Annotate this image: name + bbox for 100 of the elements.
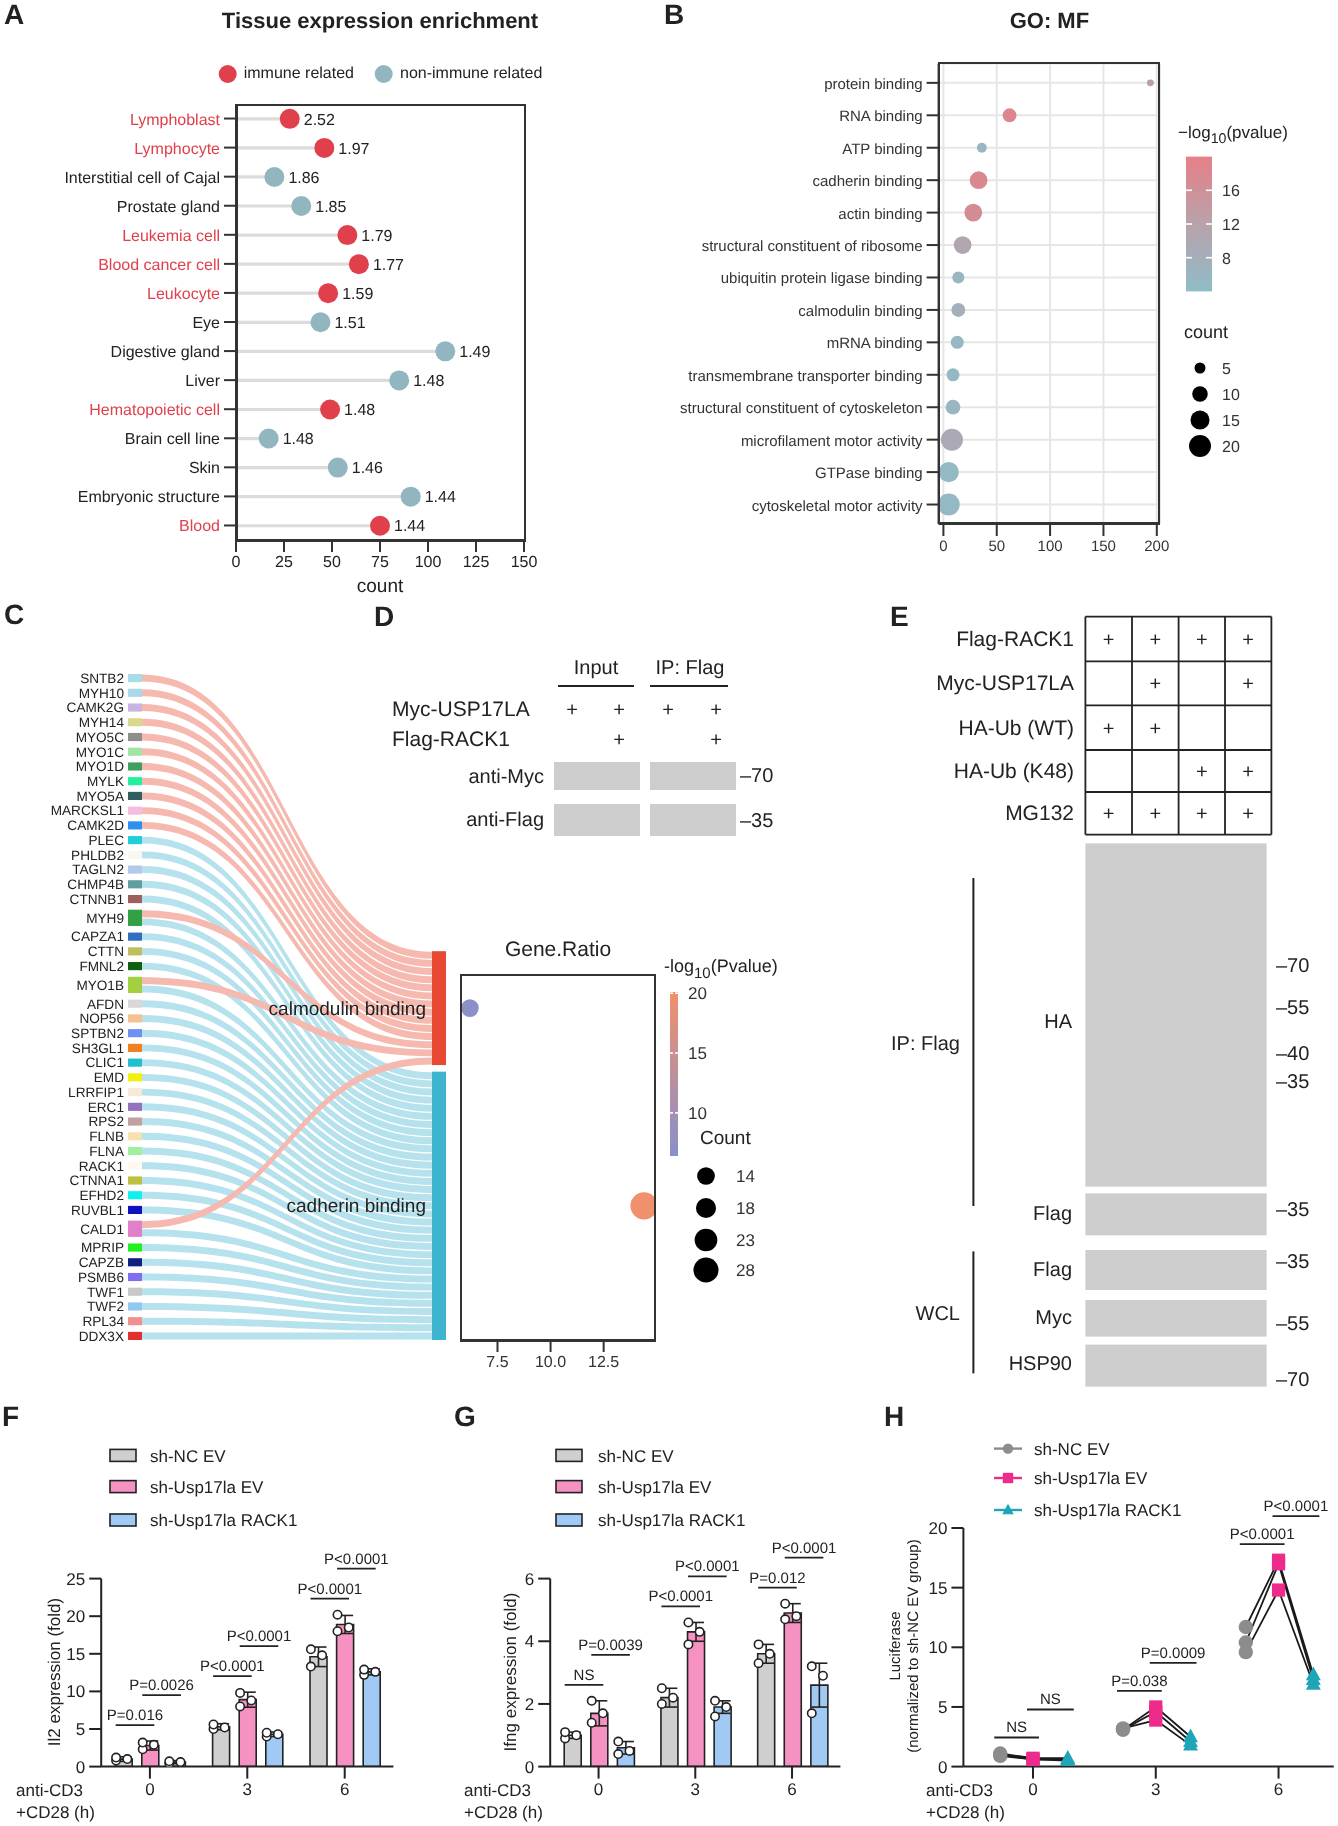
y-tick-label: 15	[928, 1577, 948, 1598]
legend-label: sh-Usp17la EV	[598, 1477, 713, 1497]
text: D	[374, 600, 395, 632]
y-tick-label: Eye	[192, 314, 222, 332]
text: +	[1149, 804, 1162, 827]
text: +	[1102, 804, 1115, 827]
y-tick-label: Prostate gland	[116, 197, 220, 216]
y-tick-label: 5	[75, 1719, 86, 1740]
text: Myc	[1035, 1308, 1072, 1330]
annotation: 1.85	[315, 197, 348, 216]
text: G	[454, 1400, 476, 1432]
text: +	[1242, 674, 1255, 697]
x-tick-label: 12.5	[588, 1353, 621, 1372]
text: anti-Myc	[468, 767, 544, 789]
text: HSP90	[1008, 1354, 1073, 1376]
y-tick-label: 10	[66, 1681, 86, 1702]
legend-label: sh-Usp17la RACK1	[150, 1510, 298, 1531]
text: WCL	[915, 1304, 961, 1326]
legend-label: 18	[736, 1198, 756, 1218]
legend-label: sh-NC EV	[1034, 1439, 1111, 1459]
legend-label: sh-NC EV	[150, 1445, 227, 1466]
text: +	[1242, 804, 1255, 827]
text: –55	[1276, 1314, 1311, 1336]
text: +	[1102, 630, 1115, 652]
x-tick-label: 150	[510, 553, 539, 572]
y-tick-label: Skin	[188, 459, 220, 478]
category-label: Flag-RACK1	[392, 728, 510, 752]
text: –40	[1276, 1044, 1311, 1066]
x-tick-label: 100	[414, 553, 443, 572]
legend-label: 10	[1222, 386, 1241, 404]
x-tick-label: 6	[339, 1778, 350, 1799]
x-tick-label: 3	[1151, 1778, 1162, 1799]
text: +	[1149, 674, 1162, 697]
text: H	[884, 1400, 905, 1432]
legend-label: sh-NC EV	[598, 1445, 675, 1466]
text: +	[710, 730, 722, 752]
color-bar-label: 16	[1222, 182, 1241, 201]
y-tick-label: Liver	[185, 372, 221, 391]
y-tick-label: 6	[524, 1568, 535, 1589]
text: +	[1102, 718, 1115, 741]
annotation: 1.44	[424, 488, 457, 507]
text: A	[4, 0, 25, 30]
text: C	[4, 598, 25, 630]
y-tick-label: 25	[66, 1568, 86, 1589]
text: calmodulin binding	[268, 998, 426, 1021]
text: +	[710, 700, 722, 722]
chart-title: GO: MF	[1009, 10, 1090, 36]
x-tick-label: 25	[275, 553, 294, 572]
legend-label: 20	[1222, 438, 1241, 456]
x-tick-label: 7.5	[486, 1353, 510, 1372]
y-tick-label: Interstitial cell of Cajal	[64, 168, 221, 187]
category-label: Myc-USP17LA	[392, 698, 530, 722]
y-axis-title: Ifng expression (fold)	[500, 1592, 520, 1752]
annotation: 1.48	[344, 401, 377, 420]
text: +	[1195, 630, 1208, 652]
text: B	[664, 0, 685, 30]
y-tick-label: Leukocyte	[147, 284, 222, 303]
annotation: 1.77	[372, 255, 406, 274]
legend-label: sh-Usp17la RACK1	[598, 1510, 746, 1531]
annotation: 1.44	[394, 517, 427, 536]
legend-label: sh-Usp17la EV	[1034, 1468, 1149, 1489]
y-tick-label: 2	[524, 1693, 535, 1714]
text: Flag	[1033, 1260, 1072, 1282]
text: +	[1149, 718, 1162, 741]
legend-label: 28	[736, 1260, 756, 1280]
annotation: 1.97	[338, 139, 371, 158]
color-bar-title: −log$_{10}$(pvalue)	[1178, 120, 1288, 152]
annotation: 1.79	[361, 226, 394, 245]
annotation: 1.49	[459, 343, 492, 362]
category-label: HA-Ub (WT)	[958, 716, 1074, 741]
text: +	[662, 700, 674, 722]
annotation: 1.46	[351, 459, 384, 478]
legend-label: 5	[1222, 360, 1232, 378]
x-axis-title: anti-CD3 +CD28 (h)	[464, 1780, 544, 1822]
text: Input	[573, 658, 619, 680]
y-tick-label: Blood cancer cell	[98, 255, 221, 274]
text: HA	[1044, 1012, 1073, 1034]
annotation: 2.52	[303, 110, 336, 129]
text: –70	[1276, 956, 1311, 978]
text: cadherin binding	[286, 1196, 426, 1219]
text: +	[1149, 630, 1162, 652]
y-tick-label: 15	[66, 1643, 86, 1664]
x-tick-label: 3	[242, 1778, 253, 1799]
text: E	[890, 600, 909, 632]
legend-label: 14	[736, 1166, 756, 1186]
text: –35	[1276, 1072, 1311, 1094]
y-tick-label: 0	[937, 1756, 948, 1777]
text: –35	[740, 811, 775, 833]
text: –55	[1276, 998, 1311, 1020]
text: +	[613, 730, 625, 752]
y-tick-label: Lymphocyte	[134, 139, 222, 158]
y-tick-label: Embryonic structure	[77, 488, 222, 507]
category-label: Flag-RACK1	[956, 628, 1074, 652]
y-tick-label: Blood	[179, 517, 220, 536]
color-bar-label: 12	[1222, 216, 1241, 234]
text: –35	[1276, 1200, 1311, 1222]
y-tick-label: Lymphoblast	[129, 110, 222, 129]
legend-title: Count	[700, 1128, 751, 1152]
text: +	[1195, 762, 1208, 784]
chart-title: Gene.Ratio	[504, 938, 612, 963]
